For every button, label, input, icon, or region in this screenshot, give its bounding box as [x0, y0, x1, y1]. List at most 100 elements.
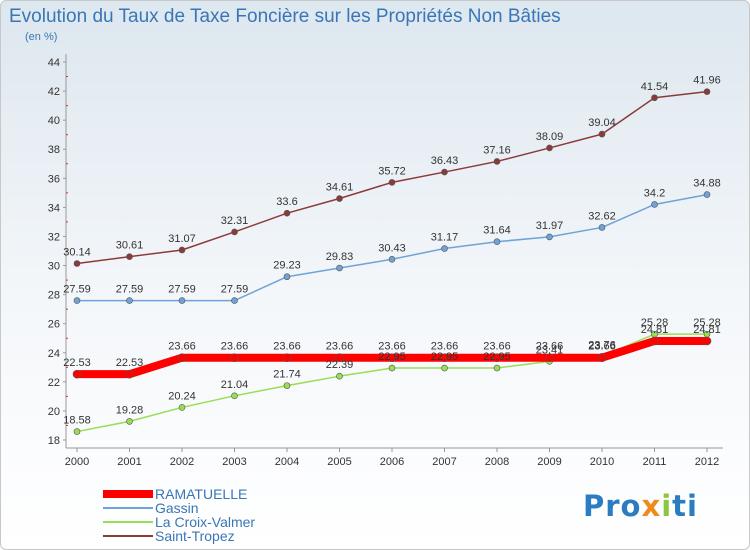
y-tick-label: 28 [48, 290, 60, 302]
data-point-saint-tropez [598, 130, 606, 138]
y-tick-label: 32 [48, 231, 60, 243]
data-point-gassin [546, 233, 553, 241]
x-tick-label: 2004 [275, 456, 299, 468]
data-point-gassin [493, 238, 501, 245]
data-point-saint-tropez [703, 88, 711, 95]
legend-label: RAMATUELLE [155, 486, 248, 502]
data-point-ramatuelle [702, 336, 712, 346]
legend-swatch-gassin [103, 507, 153, 509]
data-point-la-croix-valmer [283, 382, 291, 389]
data-point-saint-tropez [231, 228, 238, 236]
data-label-ramatuelle: 22.53 [116, 357, 144, 369]
data-label-ramatuelle: 22.53 [63, 357, 91, 369]
data-point-ramatuelle [230, 353, 239, 363]
data-label-gassin: 31.97 [536, 220, 564, 232]
data-label-la-croix-valmer: 20.24 [168, 390, 196, 402]
data-label-la-croix-valmer: 21.04 [221, 379, 249, 391]
data-label-saint-tropez: 34.61 [326, 182, 354, 194]
data-label-ramatuelle: 23.66 [221, 341, 249, 353]
x-tick-label: 2001 [117, 456, 141, 468]
data-label-la-croix-valmer: 18.58 [63, 415, 91, 427]
data-label-gassin: 27.59 [63, 284, 91, 296]
data-label-la-croix-valmer: 22.95 [483, 351, 511, 363]
y-tick-label: 22 [48, 377, 60, 389]
data-label-gassin: 34.88 [693, 178, 721, 190]
data-label-gassin: 31.64 [483, 225, 511, 237]
data-point-la-croix-valmer [178, 404, 186, 411]
y-tick-label: 26 [48, 319, 60, 331]
data-point-la-croix-valmer [73, 428, 81, 435]
x-tick-label: 2003 [222, 456, 246, 468]
y-tick-label: 34 [48, 202, 60, 214]
data-label-la-croix-valmer: 21.74 [273, 369, 301, 381]
data-point-saint-tropez [126, 253, 133, 260]
data-label-saint-tropez: 31.07 [168, 233, 196, 245]
data-point-gassin [388, 255, 396, 263]
data-label-gassin: 27.59 [168, 284, 196, 296]
x-tick-label: 2008 [485, 456, 509, 468]
data-point-ramatuelle [492, 353, 502, 363]
data-label-saint-tropez: 41.54 [641, 81, 669, 93]
y-tick-label: 44 [48, 57, 60, 69]
data-label-ramatuelle: 23.66 [168, 341, 196, 353]
data-label-ramatuelle: 23.66 [588, 341, 616, 353]
data-point-gassin [231, 297, 238, 304]
data-label-saint-tropez: 37.16 [483, 144, 511, 156]
x-tick-label: 2000 [65, 456, 89, 468]
data-label-saint-tropez: 32.31 [221, 215, 249, 227]
data-point-saint-tropez [493, 158, 501, 165]
data-label-ramatuelle: 23.66 [273, 341, 301, 353]
data-point-saint-tropez [388, 179, 396, 186]
data-point-saint-tropez [441, 168, 448, 176]
data-label-saint-tropez: 41.96 [693, 75, 721, 87]
data-point-ramatuelle [597, 353, 607, 363]
proxiti-logo: Proxiti [583, 489, 698, 523]
y-tick-label: 18 [48, 435, 60, 447]
y-tick-label: 42 [48, 86, 60, 98]
data-point-la-croix-valmer [126, 418, 133, 425]
chart-subtitle: (en %) [25, 31, 58, 43]
data-point-la-croix-valmer [441, 364, 448, 372]
legend-label: Gassin [155, 500, 199, 516]
data-label-la-croix-valmer: 23.76 [588, 339, 616, 351]
data-label-gassin: 31.17 [431, 232, 459, 244]
data-label-gassin: 34.2 [644, 187, 665, 199]
data-label-la-croix-valmer: 22.95 [431, 351, 459, 363]
x-tick-label: 2010 [590, 456, 614, 468]
y-tick-label: 36 [48, 173, 60, 185]
data-point-ramatuelle [545, 353, 554, 363]
data-point-ramatuelle [125, 369, 134, 379]
data-point-saint-tropez [178, 246, 186, 254]
data-point-saint-tropez [283, 209, 291, 217]
data-label-saint-tropez: 33.6 [276, 196, 297, 208]
data-point-ramatuelle [282, 353, 292, 363]
x-tick-label: 2011 [643, 456, 667, 468]
data-point-saint-tropez [73, 260, 81, 267]
y-tick-label: 40 [48, 115, 60, 127]
data-point-gassin [703, 191, 711, 198]
data-label-gassin: 30.43 [378, 242, 406, 254]
data-point-saint-tropez [651, 94, 658, 102]
data-point-gassin [441, 245, 448, 252]
data-label-saint-tropez: 38.09 [536, 131, 564, 143]
data-label-la-croix-valmer: 22.39 [326, 359, 354, 371]
data-point-la-croix-valmer [493, 364, 501, 372]
data-label-gassin: 29.83 [326, 251, 354, 263]
data-label-saint-tropez: 35.72 [378, 165, 406, 177]
x-tick-label: 2012 [695, 456, 719, 468]
x-tick-label: 2007 [432, 456, 456, 468]
x-tick-label: 2006 [380, 456, 404, 468]
data-label-la-croix-valmer: 25.28 [641, 317, 669, 329]
y-tick-label: 38 [48, 144, 60, 156]
legend-swatch-la-croix-valmer [103, 521, 153, 523]
data-point-ramatuelle [387, 353, 397, 363]
data-label-ramatuelle: 23.66 [378, 341, 406, 353]
data-label-gassin: 29.23 [273, 260, 301, 272]
y-tick-label: 30 [48, 261, 60, 273]
data-point-gassin [283, 273, 291, 281]
data-point-la-croix-valmer [231, 392, 238, 400]
data-point-gassin [73, 297, 81, 304]
data-point-gassin [126, 297, 133, 304]
